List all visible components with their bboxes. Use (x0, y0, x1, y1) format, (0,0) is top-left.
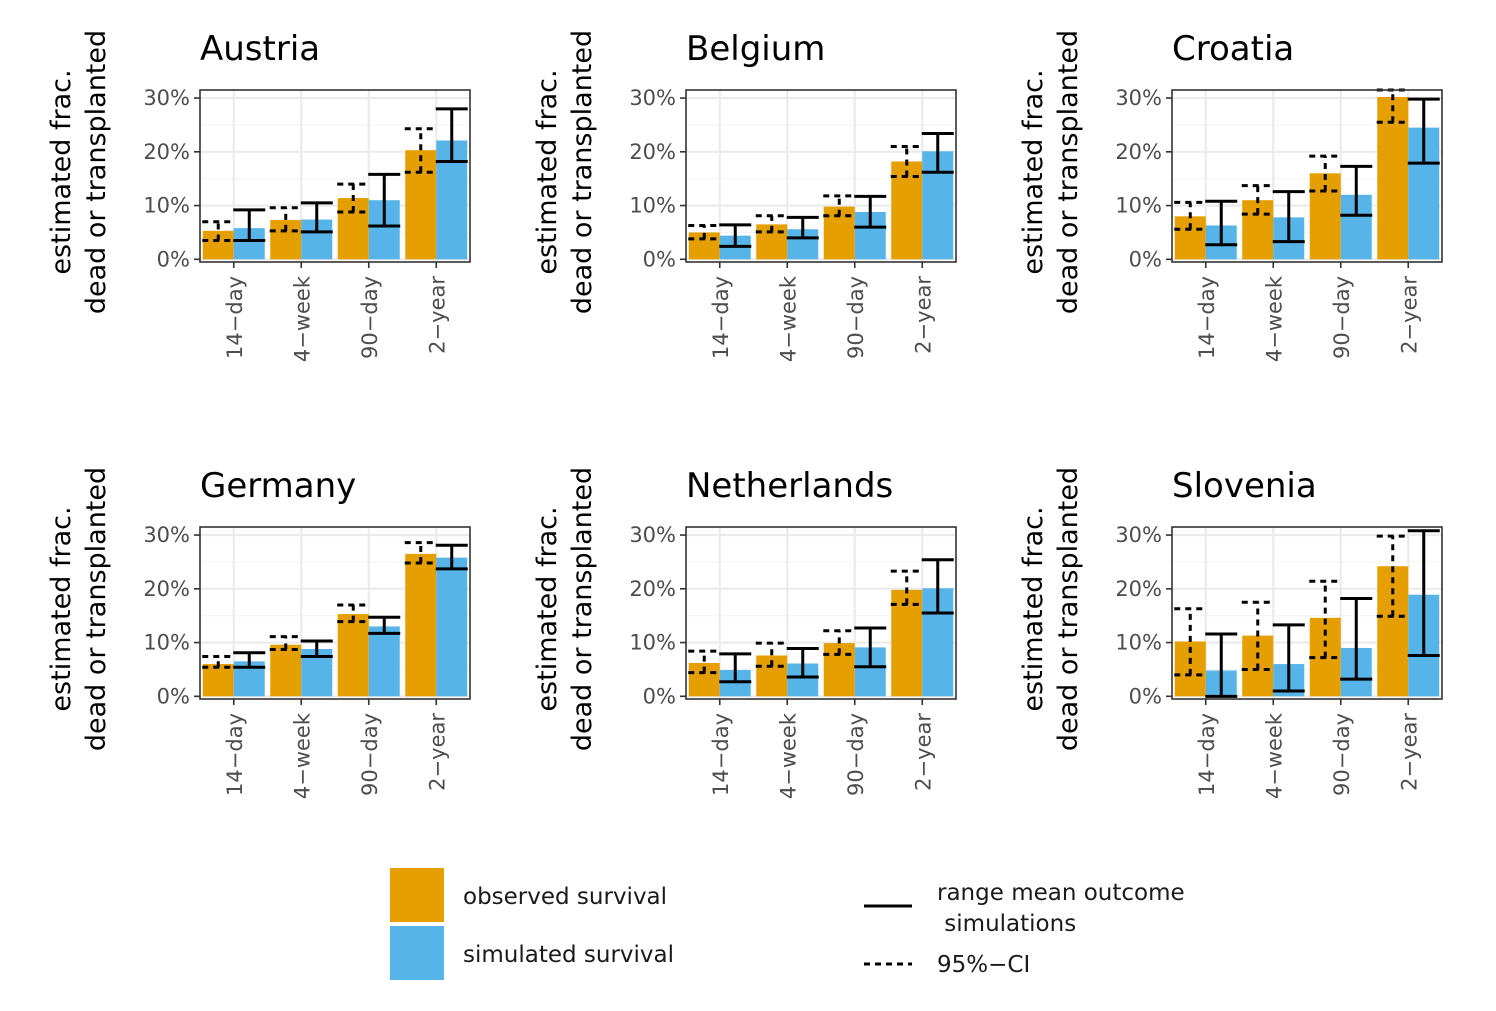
y-tick-label: 20% (1115, 577, 1162, 601)
y-axis-label-line1: estimated frac. (46, 69, 77, 274)
panel-border (685, 526, 957, 700)
legend-range-label-line1: range mean outcome (937, 880, 1185, 906)
x-tick-label: 2−year (911, 276, 935, 354)
observed-bar (202, 664, 234, 697)
panel-croatia: 0% 10% 20% 30% 14−day 4−week 90−day 2−year Croat… (1018, 29, 1443, 362)
panel-title: Netherlands (686, 466, 893, 506)
panel-title: Austria (200, 29, 320, 69)
y-axis-label-line2: dead or transplanted (1053, 30, 1084, 314)
observed-bar (1377, 96, 1409, 260)
observed-bar (1377, 566, 1409, 697)
legend: observed survival simulated survival ran… (390, 868, 1185, 980)
y-axis-label-line1: estimated frac. (1018, 69, 1049, 274)
x-tick-label: 4−week (290, 712, 314, 799)
legend-simulated-swatch (390, 926, 444, 980)
observed-bar (270, 644, 302, 697)
simulated-bar (368, 626, 400, 697)
y-axis-label-line1: estimated frac. (532, 69, 563, 274)
y-tick-label: 0% (1129, 247, 1162, 271)
y-tick-label: 30% (629, 523, 676, 547)
legend-observed-swatch (390, 868, 444, 922)
x-tick-label: 90−day (844, 276, 868, 359)
x-tick-label: 4−week (776, 275, 800, 362)
observed-bar (1174, 216, 1206, 260)
legend-simulated-label: simulated survival (463, 942, 674, 968)
y-tick-label: 0% (643, 247, 676, 271)
x-tick-label: 14−day (1195, 276, 1219, 359)
x-tick-label: 4−week (1262, 275, 1286, 362)
y-axis-label-line2: dead or transplanted (81, 30, 112, 314)
y-axis-label-line2: dead or transplanted (81, 467, 112, 751)
x-tick-label: 4−week (1262, 712, 1286, 799)
y-tick-label: 30% (143, 523, 190, 547)
y-axis-label-line1: estimated frac. (532, 506, 563, 711)
x-tick-label: 2−year (911, 713, 935, 791)
x-tick-label: 14−day (709, 276, 733, 359)
x-tick-label: 90−day (1330, 713, 1354, 796)
observed-bar (337, 614, 369, 697)
panel-border (199, 89, 471, 263)
x-tick-label: 2−year (1397, 276, 1421, 354)
y-tick-label: 0% (643, 684, 676, 708)
panel-slovenia: 0% 10% 20% 30% 14−day 4−week 90−day 2−year Slove… (1018, 466, 1443, 799)
y-tick-label: 30% (1115, 86, 1162, 110)
x-tick-label: 4−week (776, 712, 800, 799)
y-tick-label: 0% (157, 684, 190, 708)
y-axis-label-line1: estimated frac. (46, 506, 77, 711)
panel-netherlands: 0% 10% 20% 30% 14−day 4−week 90−day 2−year Nethe… (532, 466, 957, 799)
y-tick-label: 30% (1115, 523, 1162, 547)
y-tick-label: 10% (143, 631, 190, 655)
legend-ci-label: 95%−CI (937, 952, 1030, 978)
x-tick-label: 2−year (1397, 713, 1421, 791)
x-tick-label: 90−day (358, 713, 382, 796)
x-tick-label: 14−day (709, 713, 733, 796)
y-tick-label: 0% (157, 247, 190, 271)
x-tick-label: 90−day (844, 713, 868, 796)
x-tick-label: 14−day (223, 713, 247, 796)
y-tick-label: 20% (143, 577, 190, 601)
y-axis-label-line1: estimated frac. (1018, 506, 1049, 711)
y-tick-label: 0% (1129, 684, 1162, 708)
legend-range-label-line2: simulations (937, 911, 1076, 937)
y-tick-label: 10% (629, 194, 676, 218)
x-tick-label: 90−day (1330, 276, 1354, 359)
legend-observed-label: observed survival (463, 884, 667, 910)
y-tick-label: 10% (629, 631, 676, 655)
panel-border (1171, 526, 1443, 700)
y-axis-label-line2: dead or transplanted (567, 30, 598, 314)
simulated-bar (436, 557, 468, 697)
panel-austria: 0% 10% 20% 30% 14−day 4−week 90−day 2−year Austr… (46, 29, 471, 362)
y-tick-label: 20% (629, 577, 676, 601)
panel-title: Belgium (686, 29, 825, 69)
x-tick-label: 14−day (223, 276, 247, 359)
chart-panels: 0% 10% 20% 30% 14−day 4−week 90−day 2−year Austr… (46, 29, 1443, 799)
panel-border (1171, 89, 1443, 263)
panel-germany: 0% 10% 20% 30% 14−day 4−week 90−day 2−year Germa… (46, 466, 471, 799)
y-tick-label: 10% (143, 194, 190, 218)
panel-title: Croatia (1172, 29, 1294, 69)
x-tick-label: 14−day (1195, 713, 1219, 796)
x-tick-label: 90−day (358, 276, 382, 359)
panel-border (685, 89, 957, 263)
y-tick-label: 20% (143, 140, 190, 164)
panel-belgium: 0% 10% 20% 30% 14−day 4−week 90−day 2−year Belgi… (532, 29, 957, 362)
panel-title: Slovenia (1172, 466, 1317, 506)
y-tick-label: 10% (1115, 194, 1162, 218)
y-tick-label: 20% (1115, 140, 1162, 164)
y-axis-label-line2: dead or transplanted (1053, 467, 1084, 751)
observed-bar (405, 553, 437, 697)
y-axis-label-line2: dead or transplanted (567, 467, 598, 751)
panel-title: Germany (200, 466, 356, 506)
x-tick-label: 4−week (290, 275, 314, 362)
observed-bar (891, 589, 923, 697)
y-tick-label: 30% (629, 86, 676, 110)
panel-border (199, 526, 471, 700)
x-tick-label: 2−year (425, 713, 449, 791)
x-tick-label: 2−year (425, 276, 449, 354)
y-tick-label: 20% (629, 140, 676, 164)
y-tick-label: 10% (1115, 631, 1162, 655)
y-tick-label: 30% (143, 86, 190, 110)
